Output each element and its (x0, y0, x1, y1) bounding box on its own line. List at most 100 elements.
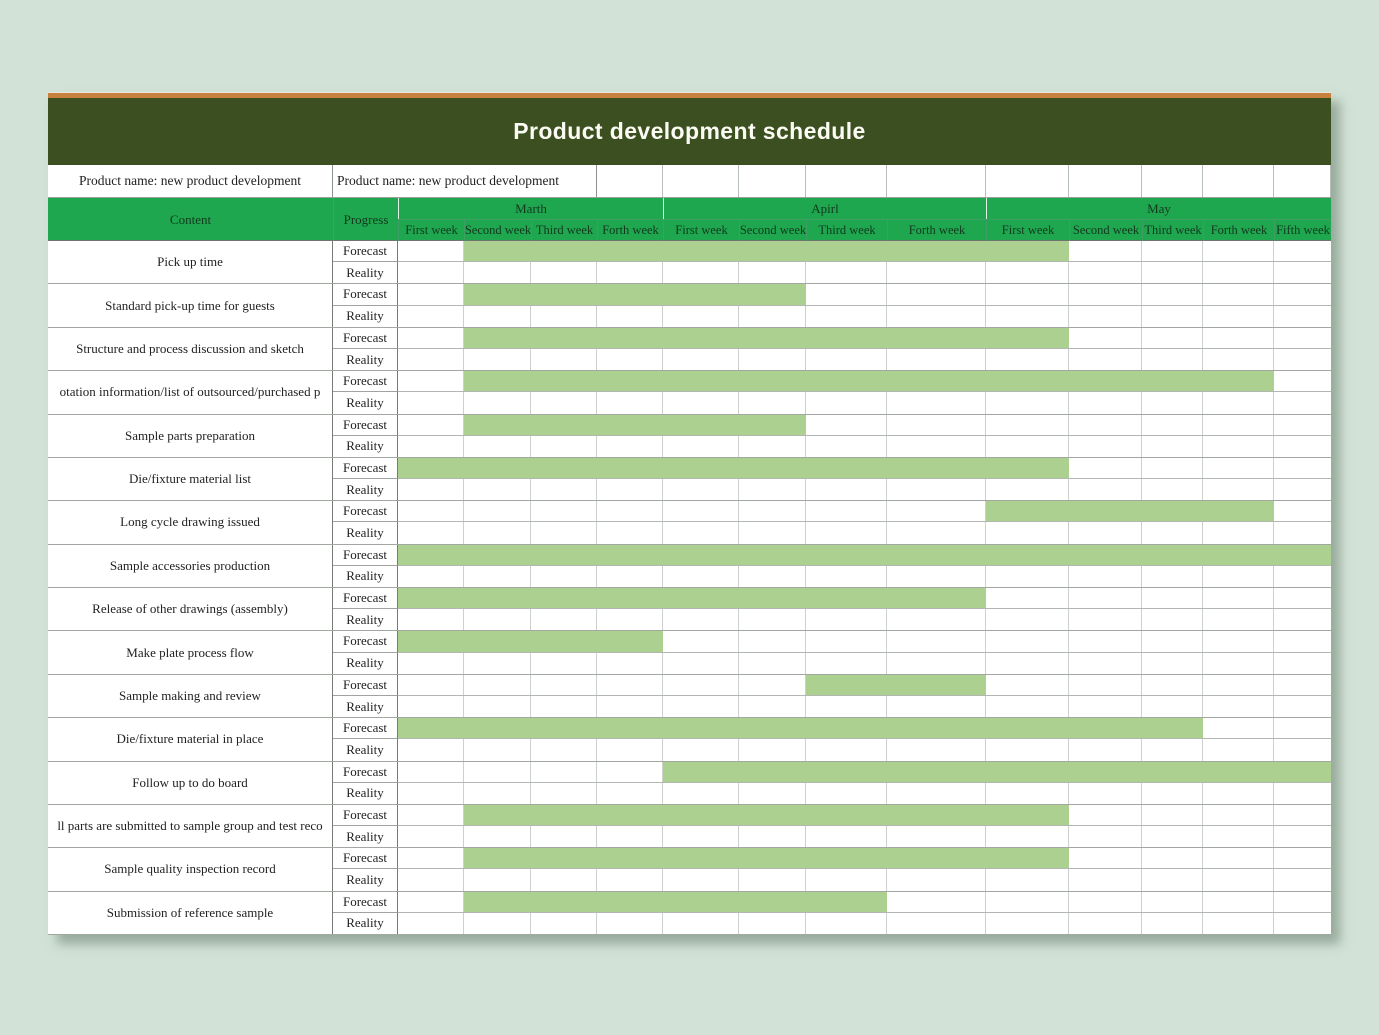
task-name-cell[interactable]: Sample parts preparation (48, 414, 333, 457)
gantt-row-forecast[interactable] (398, 718, 1331, 740)
reality-label-cell[interactable]: Reality (333, 652, 398, 674)
gantt-row-reality[interactable] (398, 348, 1331, 371)
gantt-row-forecast[interactable] (398, 588, 1331, 610)
reality-label-cell[interactable]: Reality (333, 739, 398, 761)
product-grid-cell[interactable] (597, 165, 663, 197)
product-grid-cell[interactable] (1142, 165, 1203, 197)
product-name-cell-left[interactable]: Product name: new product development (48, 165, 333, 197)
gantt-row-reality[interactable] (398, 522, 1331, 544)
reality-label-cell[interactable]: Reality (333, 869, 398, 891)
forecast-label-cell[interactable]: Forecast (333, 631, 398, 653)
gantt-row-forecast[interactable] (398, 544, 1331, 566)
week-header-cell[interactable]: First week (398, 219, 464, 241)
product-grid-cell[interactable] (1274, 165, 1331, 197)
week-header-cell[interactable]: Forth week (1203, 219, 1274, 241)
task-name-cell[interactable]: Die/fixture material list (48, 457, 333, 501)
forecast-label-cell[interactable]: Forecast (333, 891, 398, 913)
gantt-row-reality[interactable] (398, 652, 1331, 674)
week-header-cell[interactable]: Third week (1142, 219, 1203, 241)
forecast-label-cell[interactable]: Forecast (333, 457, 398, 480)
week-header-cell[interactable]: Third week (806, 219, 887, 241)
product-grid-cell[interactable] (986, 165, 1069, 197)
month-header-cell[interactable]: May (986, 198, 1331, 219)
forecast-label-cell[interactable]: Forecast (333, 371, 398, 393)
gantt-row-forecast[interactable] (398, 631, 1331, 653)
task-name-cell[interactable]: otation information/list of outsourced/p… (48, 371, 333, 414)
product-name-cell-right[interactable]: Product name: new product development (333, 165, 597, 197)
reality-label-cell[interactable]: Reality (333, 262, 398, 284)
task-name-cell[interactable]: Follow up to do board (48, 761, 333, 804)
week-header-cell[interactable]: Second week (1069, 219, 1142, 241)
product-grid-cell[interactable] (663, 165, 739, 197)
reality-label-cell[interactable]: Reality (333, 522, 398, 544)
week-header-cell[interactable]: First week (663, 219, 739, 241)
reality-label-cell[interactable]: Reality (333, 912, 398, 934)
gantt-row-forecast[interactable] (398, 241, 1331, 263)
task-name-cell[interactable]: Sample accessories production (48, 544, 333, 587)
gantt-row-reality[interactable] (398, 435, 1331, 457)
gantt-row-forecast[interactable] (398, 761, 1331, 783)
gantt-row-reality[interactable] (398, 782, 1331, 804)
gantt-row-reality[interactable] (398, 609, 1331, 631)
week-header-cell[interactable]: Fifth week (1274, 219, 1331, 241)
week-header-cell[interactable]: Forth week (597, 219, 663, 241)
product-grid-cell[interactable] (1069, 165, 1142, 197)
week-header-cell[interactable]: Forth week (887, 219, 986, 241)
forecast-label-cell[interactable]: Forecast (333, 284, 398, 306)
reality-label-cell[interactable]: Reality (333, 305, 398, 327)
forecast-label-cell[interactable]: Forecast (333, 544, 398, 566)
product-grid-cell[interactable] (739, 165, 806, 197)
month-header-cell[interactable]: Marth (398, 198, 663, 219)
forecast-label-cell[interactable]: Forecast (333, 804, 398, 827)
month-header-cell[interactable]: Apirl (663, 198, 986, 219)
week-header-cell[interactable]: Second week (739, 219, 806, 241)
week-header-cell[interactable]: First week (986, 219, 1069, 241)
gantt-row-forecast[interactable] (398, 891, 1331, 913)
gantt-row-reality[interactable] (398, 826, 1331, 848)
task-name-cell[interactable]: Long cycle drawing issued (48, 501, 333, 544)
reality-label-cell[interactable]: Reality (333, 435, 398, 457)
task-name-cell[interactable]: Die/fixture material in place (48, 718, 333, 761)
week-header-cell[interactable]: Third week (531, 219, 597, 241)
gantt-row-forecast[interactable] (398, 457, 1331, 480)
forecast-label-cell[interactable]: Forecast (333, 848, 398, 870)
product-grid-cell[interactable] (887, 165, 986, 197)
task-name-cell[interactable]: Release of other drawings (assembly) (48, 588, 333, 631)
gantt-row-reality[interactable] (398, 565, 1331, 587)
gantt-row-forecast[interactable] (398, 284, 1331, 306)
task-name-cell[interactable]: Pick up time (48, 241, 333, 284)
task-name-cell[interactable]: Structure and process discussion and ske… (48, 327, 333, 371)
content-header-cell[interactable]: Content (48, 198, 333, 241)
gantt-row-reality[interactable] (398, 305, 1331, 327)
reality-label-cell[interactable]: Reality (333, 695, 398, 718)
task-name-cell[interactable]: ll parts are submitted to sample group a… (48, 804, 333, 848)
reality-label-cell[interactable]: Reality (333, 392, 398, 414)
forecast-label-cell[interactable]: Forecast (333, 718, 398, 740)
progress-header-cell[interactable]: Progress (333, 198, 398, 241)
product-grid-cell[interactable] (1203, 165, 1274, 197)
forecast-label-cell[interactable]: Forecast (333, 588, 398, 610)
gantt-row-reality[interactable] (398, 262, 1331, 284)
gantt-row-reality[interactable] (398, 392, 1331, 414)
reality-label-cell[interactable]: Reality (333, 609, 398, 631)
gantt-row-reality[interactable] (398, 869, 1331, 891)
gantt-row-forecast[interactable] (398, 804, 1331, 827)
task-name-cell[interactable]: Make plate process flow (48, 631, 333, 674)
gantt-row-forecast[interactable] (398, 501, 1331, 523)
gantt-row-forecast[interactable] (398, 327, 1331, 349)
forecast-label-cell[interactable]: Forecast (333, 674, 398, 696)
reality-label-cell[interactable]: Reality (333, 826, 398, 848)
week-header-cell[interactable]: Second week (464, 219, 531, 241)
forecast-label-cell[interactable]: Forecast (333, 241, 398, 263)
task-name-cell[interactable]: Submission of reference sample (48, 891, 333, 934)
gantt-row-reality[interactable] (398, 739, 1331, 761)
gantt-row-forecast[interactable] (398, 674, 1331, 696)
task-name-cell[interactable]: Standard pick-up time for guests (48, 284, 333, 327)
task-name-cell[interactable]: Sample making and review (48, 674, 333, 718)
gantt-row-reality[interactable] (398, 912, 1331, 934)
reality-label-cell[interactable]: Reality (333, 479, 398, 501)
forecast-label-cell[interactable]: Forecast (333, 761, 398, 783)
gantt-row-forecast[interactable] (398, 371, 1331, 393)
forecast-label-cell[interactable]: Forecast (333, 414, 398, 436)
gantt-row-reality[interactable] (398, 695, 1331, 718)
